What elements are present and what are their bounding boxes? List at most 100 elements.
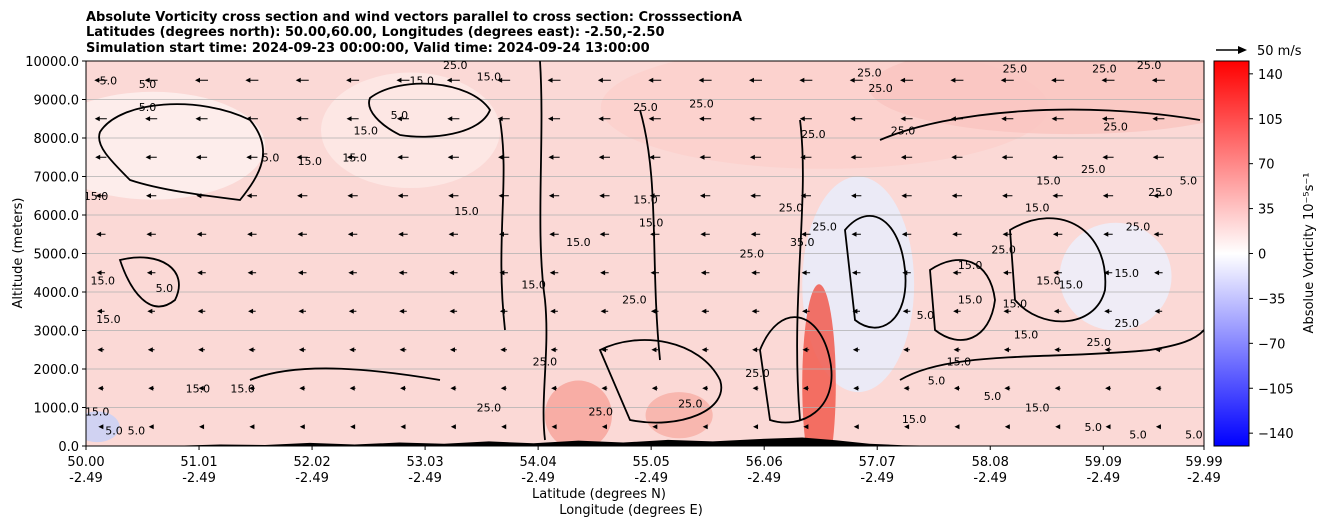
wind-vector-head [598, 116, 604, 122]
wind-vector-head [1152, 116, 1158, 122]
wind-vector-head [499, 270, 505, 276]
wind-vector-head [148, 385, 154, 391]
wind-vector-head [700, 270, 706, 276]
y-tick-label: 4000.0 [34, 286, 80, 301]
wind-vector-head [1101, 116, 1107, 122]
wind-vector-head [802, 308, 808, 314]
wind-vector-head [397, 193, 403, 199]
x-tick-label-latitude: 54.04 [520, 455, 557, 470]
wind-vector-head [699, 193, 705, 199]
x-tick-label-longitude: -2.49 [69, 471, 103, 486]
contour-line-2 [879, 108, 1201, 141]
wind-vector-head [851, 193, 857, 199]
contour-label: 15.0 [1003, 298, 1028, 311]
contour-label: 15.0 [1036, 174, 1061, 187]
y-tick-label: 1000.0 [34, 402, 80, 417]
wind-vector-head [1054, 347, 1060, 353]
wind-vector-head [299, 385, 305, 391]
wind-vector-head [852, 308, 858, 314]
terrain-silhouette [86, 437, 1204, 446]
wind-vector-head [399, 347, 405, 353]
contour-label: 25.0 [1148, 186, 1173, 199]
contour-label: 15.0 [566, 236, 591, 249]
wind-vector-head [702, 385, 708, 391]
wind-vector-head [904, 424, 910, 430]
wind-vector-head [147, 347, 153, 353]
wind-vector-head [446, 77, 452, 83]
wind-vector-head [601, 424, 607, 430]
wind-vector-head [346, 116, 352, 122]
contour-label: 5.0 [156, 282, 174, 295]
wind-vector-head [1154, 308, 1160, 314]
colorbar-ticks: 140 105 70 35 0 −35 −70 −105 −140 [1249, 68, 1294, 442]
wind-vector-head [850, 116, 856, 122]
wind-vector-head [803, 424, 809, 430]
wind-vector-head [298, 308, 304, 314]
colorbar-tick-label: 0 [1258, 248, 1266, 263]
wind-vector-head [1001, 154, 1007, 160]
wind-vector-head [296, 154, 302, 160]
wind-vector-head [1153, 193, 1159, 199]
wind-vector-head [148, 424, 154, 430]
contour-label: 25.0 [477, 402, 502, 415]
x-axis-label-longitude: Longitude (degrees E) [559, 503, 703, 518]
x-tick-label-latitude: 57.07 [859, 455, 896, 470]
contour-label: 15.0 [84, 190, 109, 203]
x-tick-label-longitude: -2.49 [860, 471, 894, 486]
contour-label: 15.0 [1025, 201, 1050, 214]
wind-vector-head [145, 154, 151, 160]
wind-vector-head [751, 270, 757, 276]
wind-vector-head [650, 270, 656, 276]
wind-vector-head [199, 424, 205, 430]
x-tick-label-longitude: -2.49 [634, 471, 668, 486]
wind-vector-head [852, 347, 858, 353]
wind-vector-head [1153, 231, 1159, 237]
contour-label: 25.0 [857, 67, 882, 80]
wind-vector-head [648, 77, 654, 83]
y-tick-label: 3000.0 [34, 325, 80, 340]
wind-vector-head [299, 424, 305, 430]
wind-vector-head [197, 270, 203, 276]
wind-vector-head [800, 154, 806, 160]
contour-line-7 [759, 316, 833, 424]
wind-vector-head [547, 77, 553, 83]
wind-vector-head [447, 116, 453, 122]
contour-label: 15.0 [85, 405, 110, 418]
colorbar-label: Absolue Vorticity 10⁻⁵s⁻¹ [1302, 173, 1317, 334]
x-tick-label-latitude: 55.05 [633, 455, 670, 470]
wind-vector-head [702, 424, 708, 430]
contour-label: 25.0 [1137, 59, 1162, 72]
wind-vector-head [952, 270, 958, 276]
contour-line-11 [899, 329, 1204, 381]
wind-vector-head [500, 347, 506, 353]
x-tick-label-longitude: -2.49 [182, 471, 216, 486]
wind-vector-head [901, 193, 907, 199]
contour-label: 5.0 [128, 425, 146, 438]
contour-label: 15.0 [454, 205, 479, 218]
wind-vector-head [699, 154, 705, 160]
wind-vector-head [245, 116, 251, 122]
wind-vectors [94, 77, 1165, 430]
wind-vector-head [752, 347, 758, 353]
contour-label: 25.0 [589, 405, 614, 418]
contour-label: 15.0 [298, 155, 323, 168]
contour-label: 15.0 [633, 194, 658, 207]
x-tick-label-longitude: -2.49 [747, 471, 781, 486]
field-patch-0 [86, 91, 266, 200]
contour-label: 35.0 [790, 236, 815, 249]
wind-vector-head [1155, 424, 1161, 430]
y-tick-label: 7000.0 [34, 171, 80, 186]
contour-label: 25.0 [443, 59, 468, 72]
contour-label: 25.0 [1126, 221, 1151, 234]
field-patch-8 [645, 392, 713, 439]
wind-vector-head [900, 116, 906, 122]
field-patch-5 [1059, 222, 1172, 331]
x-tick-label-latitude: 52.02 [293, 455, 330, 470]
contour-label: 25.0 [689, 97, 714, 110]
field-patch-3 [869, 61, 1204, 135]
wind-vector-head [749, 116, 755, 122]
wind-vector-head [600, 308, 606, 314]
wind-vector-head [649, 154, 655, 160]
contour-label: 15.0 [230, 382, 255, 395]
wind-vector-head [953, 308, 959, 314]
